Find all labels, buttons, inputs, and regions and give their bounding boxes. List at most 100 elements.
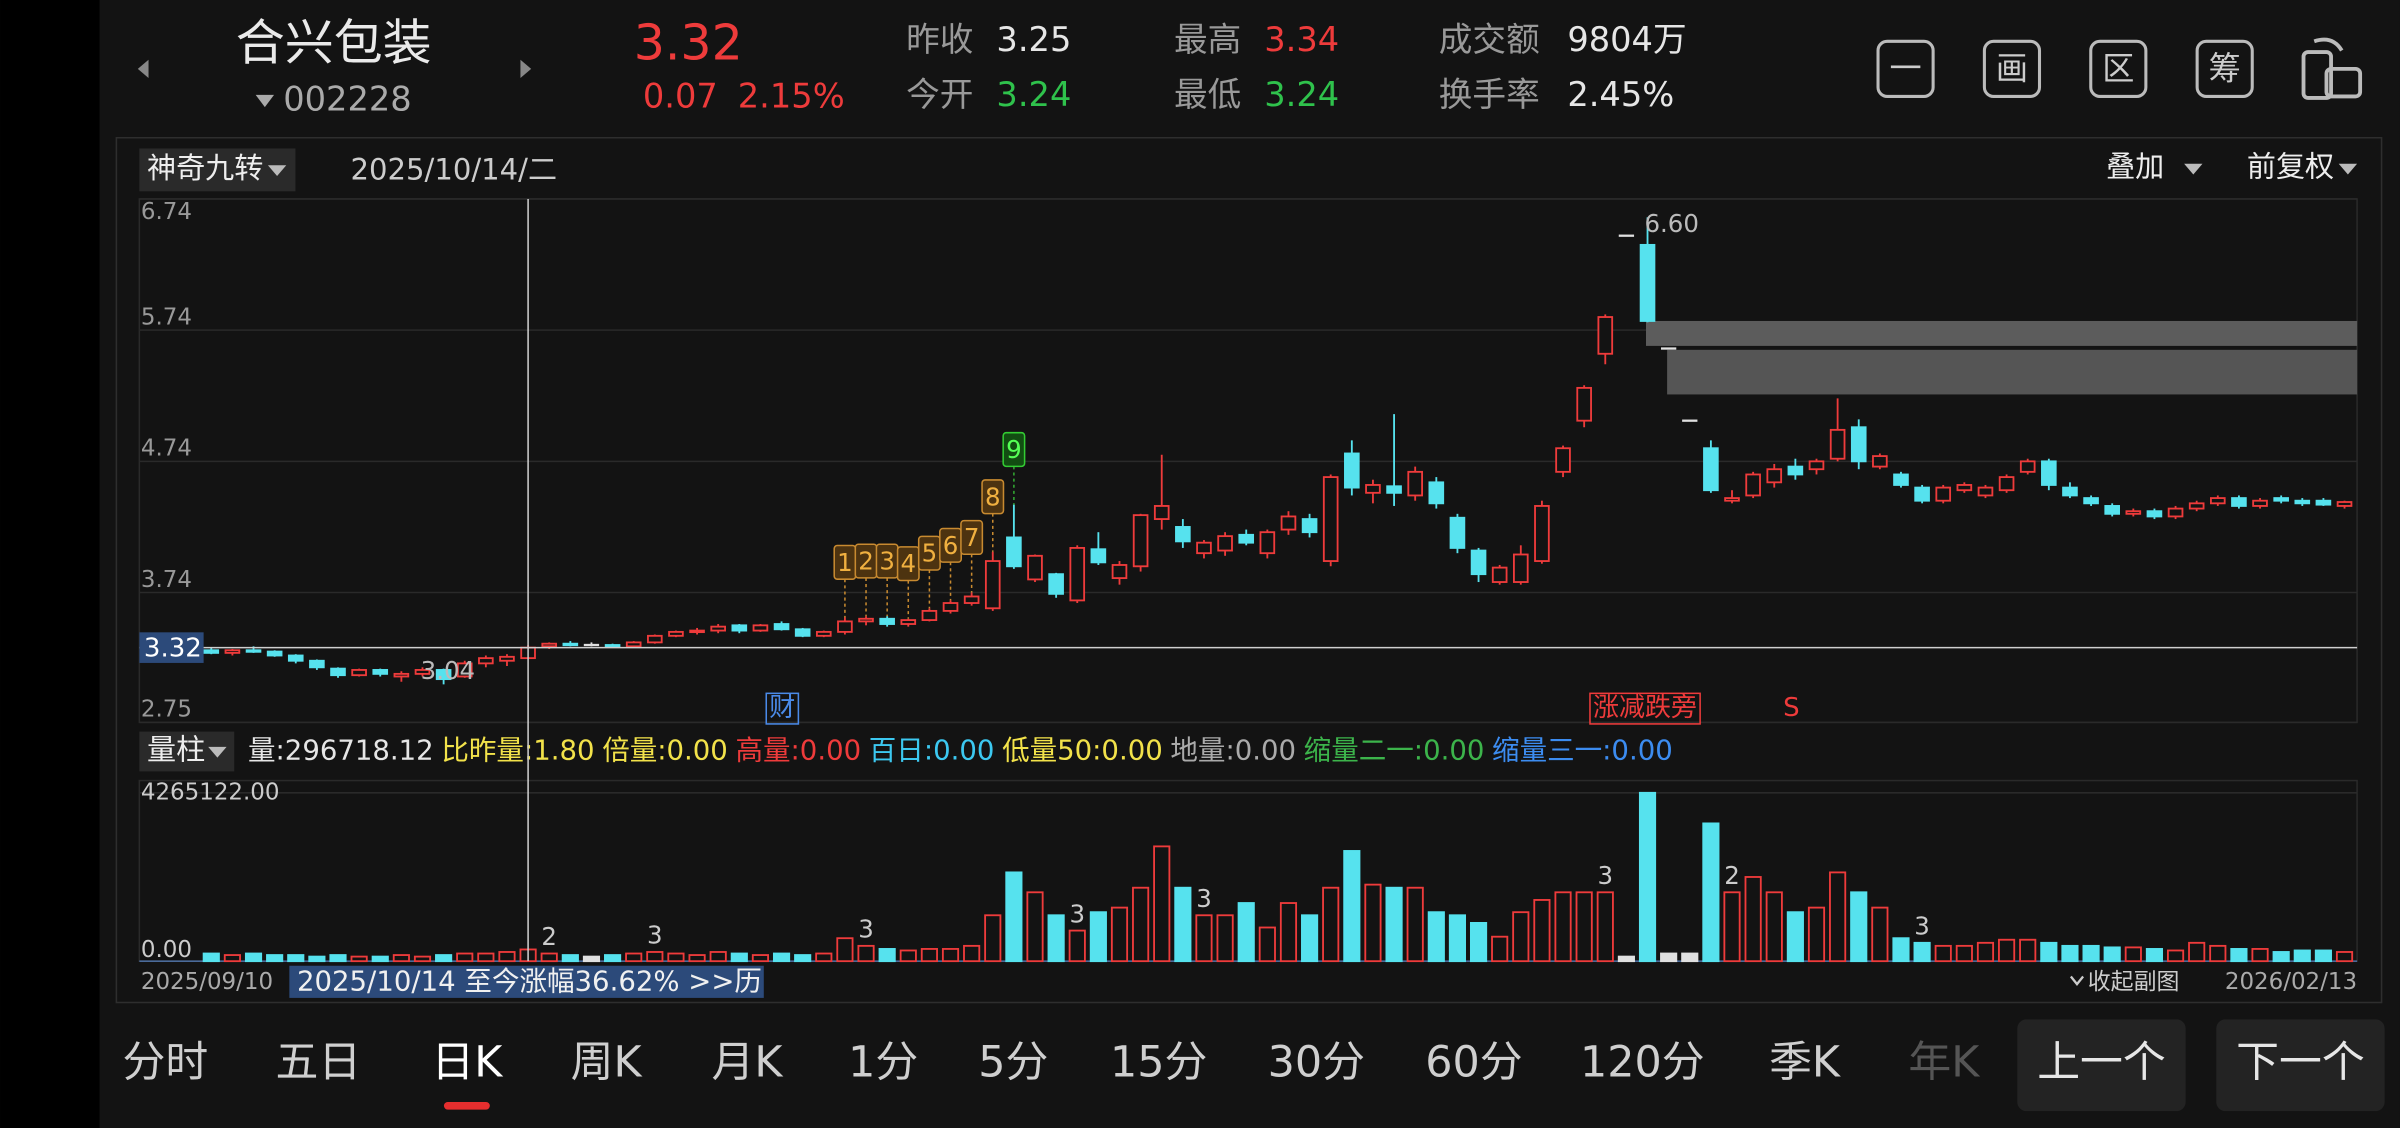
candle-body [1914,486,1930,502]
candle-body [942,602,959,612]
stat-value: 3.24 [1264,75,1339,114]
volume-indicator: 缩量二一:0.00 [1304,734,1485,766]
y-tick-label: 3.74 [141,567,192,593]
stat-value: 3.25 [996,20,1071,59]
tab[interactable]: 1分 [848,1038,918,1088]
candle-body [625,641,642,648]
volume-mark: 3 [647,921,663,950]
volume-mark: 2 [1724,861,1740,890]
y-tick-label: 4.74 [141,436,192,462]
tab[interactable]: 30分 [1268,1038,1365,1088]
candle-body [2062,486,2078,497]
event-marker[interactable]: S [1783,693,1800,723]
candle-body [1301,518,1318,534]
volume-indicator: 比昨量:1.80 [441,734,594,766]
tool-label[interactable]: 筹 [2209,49,2241,87]
indicator-name[interactable]: 神奇九转 [147,151,263,185]
volume-bar [899,949,917,963]
tab[interactable]: 5分 [978,1038,1048,1088]
tab[interactable]: 月K [711,1038,783,1088]
nine-turn-box [960,519,984,556]
candle-body [2336,501,2353,507]
prev-button[interactable]: 上一个 [2037,1038,2166,1088]
volume-bar [1554,891,1572,963]
volume-bar [582,955,601,963]
stat-value: 2.45% [1567,75,1674,114]
candle-body [1132,514,1149,568]
overlay-button[interactable]: 叠加 [2106,149,2164,183]
volume-bar [836,937,854,963]
volume-bar [1216,914,1234,963]
tool-button[interactable] [2195,39,2254,98]
collapse-button[interactable]: 收起副图 [2088,969,2180,995]
tool-label[interactable]: 区 [2102,49,2134,87]
volume-bar [1976,941,1995,963]
tool-button[interactable] [2089,39,2148,98]
banner-bg[interactable] [289,965,764,998]
candle-body [224,649,241,654]
volume-bar [625,952,643,963]
adjust-button[interactable]: 前复权 [2247,149,2334,183]
volume-bar [1617,955,1635,963]
event-marker[interactable]: 财 [769,693,795,723]
volume-bar [1491,935,1509,963]
tab[interactable]: 周K [571,1038,643,1088]
tool-button[interactable] [1982,39,2042,98]
candle-body [287,654,304,662]
candle-body [266,650,283,657]
prev-stock-arrow[interactable] [137,59,149,79]
tab[interactable]: 季K [1769,1038,1841,1088]
tool-label[interactable]: 一 [1890,49,1922,87]
volume-mark: 3 [1914,912,1930,941]
volume-tick-label: 0.00 [141,937,192,963]
price: 3.32 [634,14,743,71]
nine-turn-count: 4 [900,549,916,578]
candle-body [456,662,473,678]
tab[interactable]: 60分 [1425,1038,1522,1088]
candle-body [1829,428,1846,460]
next-stock-arrow[interactable] [520,59,532,79]
volume-bar [1934,944,1952,963]
tab[interactable]: 120分 [1580,1038,1705,1088]
change: 0.07 [643,76,718,115]
volume-bar [1892,937,1910,963]
volume-bar [1955,944,1973,963]
volume-bar [308,955,326,963]
tab[interactable]: 分时 [123,1038,209,1088]
volume-bar [2272,951,2290,963]
volume-bar [1068,929,1086,963]
volume-bar [1364,883,1382,963]
candle-body [2231,497,2247,507]
stat-value: 9804万 [1567,20,1686,59]
tab[interactable]: 五日 [276,1038,362,1088]
tool-button[interactable] [1876,39,1935,98]
candle-body [773,623,790,631]
code-dropdown[interactable] [255,94,275,108]
candle-body [1344,452,1360,489]
collapse-icon [2069,975,2085,986]
next-button[interactable]: 下一个 [2236,1038,2365,1088]
event-marker[interactable]: 涨减跌旁 [1593,693,1697,723]
tab[interactable]: 日K [431,1038,503,1088]
indicator-selector[interactable] [139,148,296,192]
prev-button-bg[interactable] [2017,1019,2186,1112]
candle-body [1872,455,1888,468]
volume-bar [815,952,833,963]
nine-turn-count: 2 [858,547,874,576]
tab[interactable]: 年K [1908,1038,1980,1088]
rotate-icon[interactable] [2301,37,2363,100]
volume-bar [667,952,685,963]
event-box [1589,692,1701,725]
candle-body [1724,497,1740,502]
banner[interactable]: 2025/10/14 至今涨幅36.62% >>历 [297,966,762,998]
next-button-bg[interactable] [2216,1019,2385,1112]
tool-label[interactable]: 画 [1996,49,2028,87]
volume-bar [1089,911,1107,963]
volume-bar [709,951,727,963]
tab[interactable]: 15分 [1110,1038,1207,1088]
y-tick-label: 5.74 [141,304,192,330]
chart-frame [115,136,2383,1004]
volume-selector-label[interactable]: 量柱 [147,732,205,766]
nine-turn-count: 9 [1006,435,1022,464]
